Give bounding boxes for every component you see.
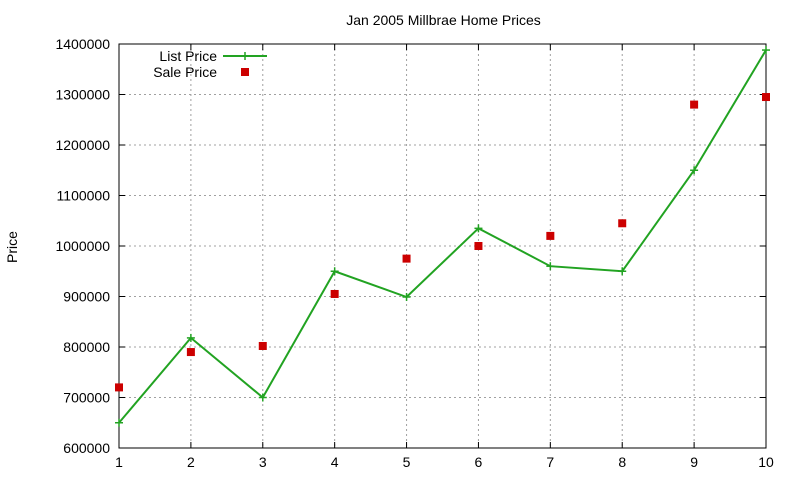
x-tick-label: 3 [259,454,267,470]
plot-frame [118,43,767,449]
legend-marker-list-price [241,52,249,60]
sale-price-point [186,348,195,357]
list-price-point [330,267,339,276]
list-price-point [618,267,627,276]
list-price-point [186,333,195,342]
y-axis-label: Price [4,231,20,263]
legend-label-sale-price: Sale Price [153,64,217,80]
y-tick-label: 1300000 [55,87,110,103]
sale-price-point [402,254,411,263]
list-price-line [118,49,767,424]
sale-price-point [618,219,627,228]
sale-price-point [258,341,267,350]
x-tick-label: 8 [618,454,626,470]
y-tick-label: 1000000 [55,238,110,254]
sale-price-point [115,383,123,392]
y-tick-label: 1100000 [57,188,111,204]
sale-price-point [474,242,483,250]
sale-price-point [690,100,699,109]
grid-layer [119,44,766,448]
y-tick-label: 800000 [63,339,110,355]
chart-title: Jan 2005 Millbrae Home Prices [346,12,541,28]
x-tick-label: 10 [758,454,774,470]
list-price-point [690,166,699,175]
y-tick-label: 1400000 [55,36,110,52]
list-price-point [115,418,123,427]
x-tick-label: 7 [546,454,554,470]
y-tick-label: 1200000 [55,137,110,153]
list-price-point [762,46,770,55]
x-tick-label: 9 [690,454,698,470]
legend-marker-sale-price [241,68,249,76]
series-layer [115,46,770,427]
list-price-point [402,293,411,302]
ticks-layer: 6000007000008000009000001000000110000012… [55,36,774,470]
sale-price-point [546,231,555,240]
list-price-point [258,393,267,402]
x-tick-label: 1 [115,454,123,470]
y-tick-label: 700000 [63,390,110,406]
x-tick-label: 5 [403,454,411,470]
sale-price-point [330,289,339,298]
legend-label-list-price: List Price [159,48,217,64]
x-tick-label: 6 [475,454,483,470]
list-price-point [474,224,483,233]
y-tick-label: 600000 [63,440,110,456]
x-tick-label: 2 [187,454,195,470]
y-tick-label: 900000 [63,289,110,305]
list-price-point [546,262,555,271]
x-tick-label: 4 [331,454,339,470]
sale-price-point [762,93,770,102]
